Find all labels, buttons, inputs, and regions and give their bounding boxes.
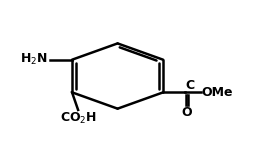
Text: OMe: OMe	[201, 86, 233, 99]
Text: C: C	[186, 79, 195, 92]
Text: CO$_2$H: CO$_2$H	[60, 111, 97, 126]
Text: H$_2$N: H$_2$N	[20, 52, 48, 67]
Text: O: O	[182, 105, 192, 119]
